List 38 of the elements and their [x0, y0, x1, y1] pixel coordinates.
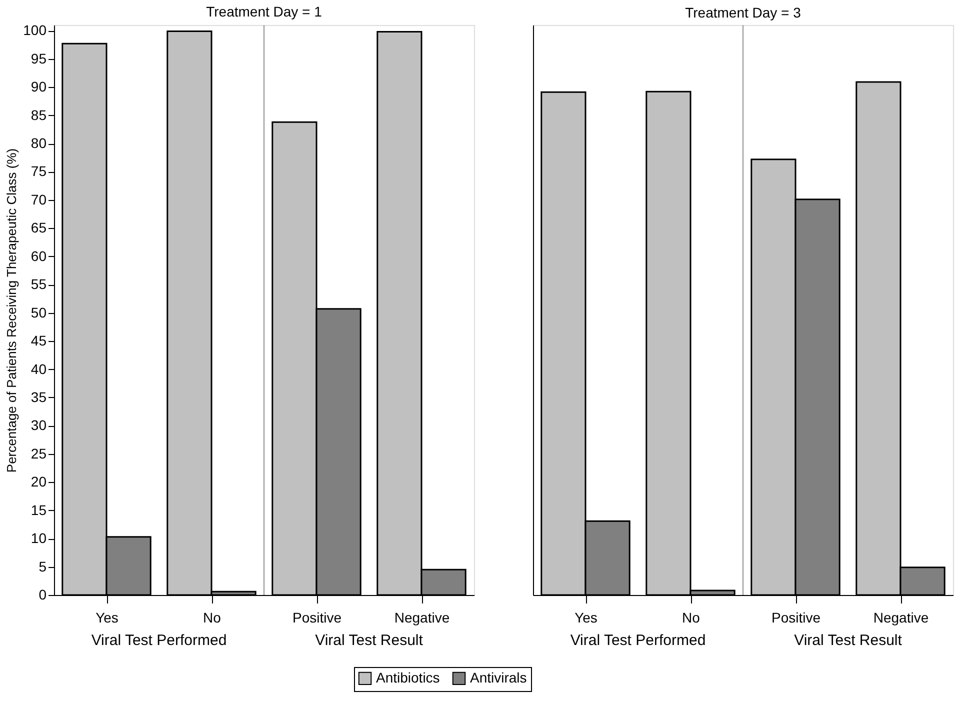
text: Viral Test Performed	[570, 632, 706, 649]
y-tick-label: 30	[30, 417, 47, 434]
chart-title: Treatment Day = 3	[685, 4, 802, 20]
y-tick-label: 25	[30, 445, 47, 462]
text: Viral Test Result	[794, 632, 903, 649]
x-tick-label: No	[682, 610, 700, 626]
y-tick-label: 55	[30, 276, 47, 292]
y-tick-label: 100	[23, 22, 47, 38]
x-tick-label: Positive	[292, 610, 342, 626]
y-tick-label: 15	[30, 502, 47, 518]
y-tick-label: 85	[30, 106, 47, 123]
y-tick-label: 80	[30, 135, 47, 152]
legend-label: Antibiotics	[376, 669, 440, 686]
y-tick-label: 60	[30, 248, 47, 264]
y-tick-label: 0	[38, 586, 47, 602]
chart-title: Treatment Day = 1	[206, 4, 322, 20]
text: Viral Test Performed	[91, 632, 227, 649]
x-tick-label: Positive	[771, 610, 821, 626]
x-tick-label: Negative	[394, 610, 450, 626]
y-tick-label: 50	[30, 304, 47, 320]
y-tick-label: 90	[30, 78, 47, 95]
y-tick-label: 35	[30, 388, 47, 405]
y-tick-label: 5	[38, 558, 47, 574]
y-axis-title: Percentage of Patients Receiving Therapeutic Class (%)	[4, 148, 20, 473]
y-tick-label: 70	[30, 191, 47, 208]
legend-label: Antivirals	[470, 669, 527, 686]
x-tick-label: Yes	[96, 610, 118, 626]
y-tick-label: 20	[30, 474, 47, 490]
y-tick-label: 95	[30, 50, 47, 66]
x-tick-label: No	[203, 610, 222, 626]
text: Viral Test Result	[315, 632, 424, 649]
y-tick-label: 45	[30, 332, 47, 349]
y-tick-label: 75	[30, 163, 47, 180]
y-tick-label: 40	[30, 360, 47, 377]
x-tick-label: Negative	[873, 610, 929, 626]
y-tick-label: 10	[30, 530, 47, 546]
y-tick-label: 65	[30, 220, 47, 236]
x-tick-label: Yes	[574, 610, 598, 626]
